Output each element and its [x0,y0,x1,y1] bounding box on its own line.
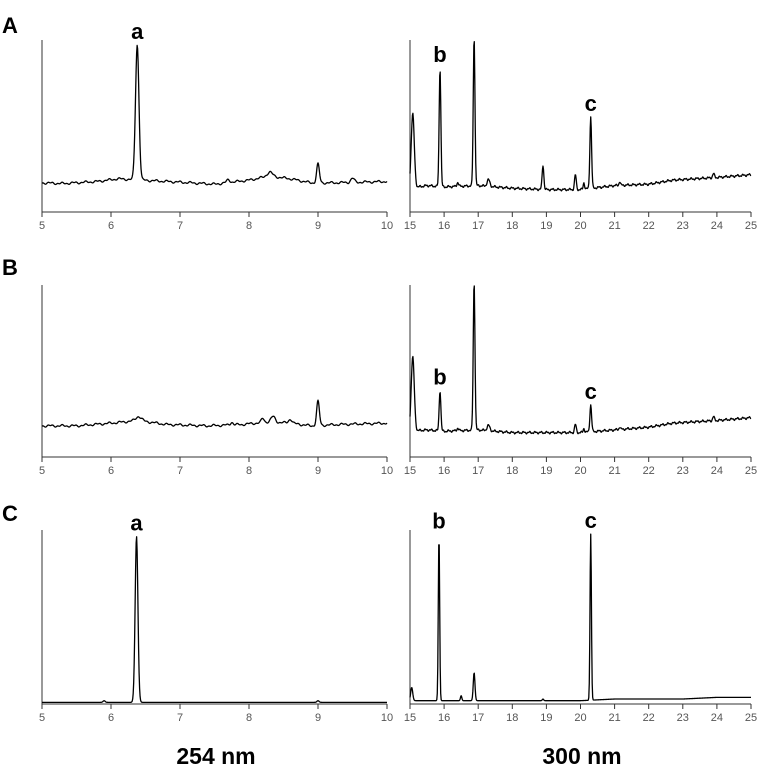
x-tick-label: 5 [39,465,45,477]
x-tick-label: 5 [39,220,45,232]
x-tick-label: 20 [574,712,586,724]
x-tick-label: 7 [177,465,183,477]
x-tick-label: 17 [472,465,484,477]
x-tick-label: 8 [246,465,252,477]
x-tick-label: 19 [540,465,552,477]
chromatogram-trace [409,40,752,192]
x-tick-label: 16 [438,465,450,477]
chart-panel-a-300nm: 15 16 17 18 19 20 21 22 23 24 25 b c [404,40,757,232]
x-tick-label: 25 [745,465,757,477]
x-tick-label: 15 [404,465,416,477]
chromatogram-trace [41,44,388,186]
row-label-b: B [2,255,18,280]
x-tick-label: 9 [315,220,321,232]
x-tick-label: 6 [108,220,114,232]
x-tick-label: 10 [381,220,393,232]
chart-panel-b-254nm: 5 6 7 8 9 10 [39,285,393,477]
x-tick-label: 6 [108,712,114,724]
x-tick-label: 23 [677,465,689,477]
x-tick-label: 22 [643,465,655,477]
peak-label-c: c [585,91,597,116]
chart-panel-b-300nm: 15 16 17 18 19 20 21 22 23 24 25 b c [404,285,757,477]
x-tick-label: 17 [472,712,484,724]
chromatogram-trace [41,399,388,428]
x-tick-label: 24 [711,465,723,477]
x-tick-label: 7 [177,712,183,724]
peak-label-b: b [433,364,446,389]
x-tick-label: 21 [608,220,620,232]
x-tick-label: 7 [177,220,183,232]
x-tick-label: 25 [745,712,757,724]
x-tick-label: 16 [438,220,450,232]
peak-label-c: c [585,508,597,533]
x-tick-label: 23 [677,220,689,232]
peak-label-c: c [585,379,597,404]
x-tick-label: 21 [608,712,620,724]
x-tick-label: 16 [438,712,450,724]
x-tick-label: 20 [574,465,586,477]
x-tick-label: 9 [315,712,321,724]
row-label-a: A [2,13,18,38]
x-tick-label: 19 [540,220,552,232]
x-tick-label: 19 [540,712,552,724]
x-tick-label: 15 [404,220,416,232]
x-tick-label: 6 [108,465,114,477]
chart-panel-c-254nm: 5 6 7 8 9 10 a [39,510,393,724]
x-tick-label: 8 [246,220,252,232]
x-tick-label: 22 [643,712,655,724]
x-tick-label: 21 [608,465,620,477]
x-tick-label: 5 [39,712,45,724]
x-tick-label: 18 [506,465,518,477]
column-label-254nm: 254 nm [176,743,255,768]
peak-label-b: b [433,42,446,67]
x-tick-label: 10 [381,712,393,724]
x-tick-label: 20 [574,220,586,232]
x-tick-label: 8 [246,712,252,724]
x-tick-label: 18 [506,220,518,232]
x-tick-label: 10 [381,465,393,477]
chart-panel-c-300nm: 15 16 17 18 19 20 21 22 23 24 25 b c [404,508,757,724]
x-tick-label: 22 [643,220,655,232]
x-tick-label: 24 [711,712,723,724]
peak-label-b: b [432,509,445,534]
chart-panel-a-254nm: 5 6 7 8 9 10 a [39,19,393,232]
column-label-300nm: 300 nm [542,743,621,768]
x-tick-label: 24 [711,220,723,232]
chromatogram-trace [41,536,388,703]
chromatogram-trace [409,533,752,702]
x-tick-label: 23 [677,712,689,724]
x-tick-label: 17 [472,220,484,232]
peak-label-a: a [130,510,143,535]
row-label-c: C [2,501,18,526]
chromatogram-trace [409,285,752,435]
x-tick-label: 18 [506,712,518,724]
x-tick-label: 9 [315,465,321,477]
x-tick-label: 15 [404,712,416,724]
x-tick-label: 25 [745,220,757,232]
peak-label-a: a [131,19,144,44]
